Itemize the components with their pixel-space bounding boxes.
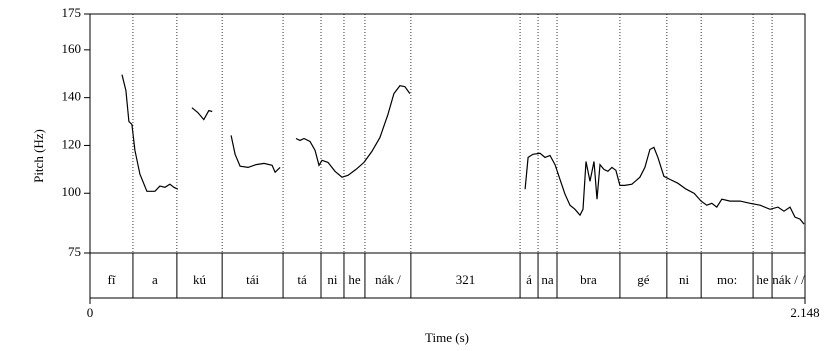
- x-axis-label: Time (s): [425, 330, 469, 345]
- frame: [89, 13, 806, 299]
- y-tick-label: 140: [62, 89, 82, 104]
- y-tick-label: 120: [62, 136, 82, 151]
- interval-label: á: [526, 272, 532, 287]
- y-tick-label: 160: [62, 41, 82, 56]
- y-tick-label: 100: [62, 184, 82, 199]
- x-tick-label: 2.148: [790, 305, 819, 320]
- interval-label: nák / /: [772, 272, 805, 287]
- interval-label: tá: [297, 272, 307, 287]
- interval-label: gé: [637, 272, 650, 287]
- interval-label: he: [348, 272, 361, 287]
- interval-label: na: [541, 272, 554, 287]
- y-axis-label: Pitch (Hz): [31, 129, 46, 183]
- y-tick-label: 175: [62, 5, 82, 20]
- x-tick-label: 0: [87, 305, 94, 320]
- interval-label: fĩ: [107, 272, 115, 287]
- interval-label: he: [756, 272, 769, 287]
- interval-label: kú: [193, 272, 207, 287]
- interval-label: ni: [327, 272, 338, 287]
- interval-label: bra: [580, 272, 597, 287]
- interval-label: 321: [456, 272, 476, 287]
- interval-label: mo:: [717, 272, 737, 287]
- y-tick-label: 75: [68, 244, 81, 259]
- interval-label: tái: [246, 272, 259, 287]
- interval-label: nák /: [375, 272, 401, 287]
- interval-label: a: [152, 272, 158, 287]
- interval-label: ni: [679, 272, 690, 287]
- pitch-line: [121, 74, 805, 225]
